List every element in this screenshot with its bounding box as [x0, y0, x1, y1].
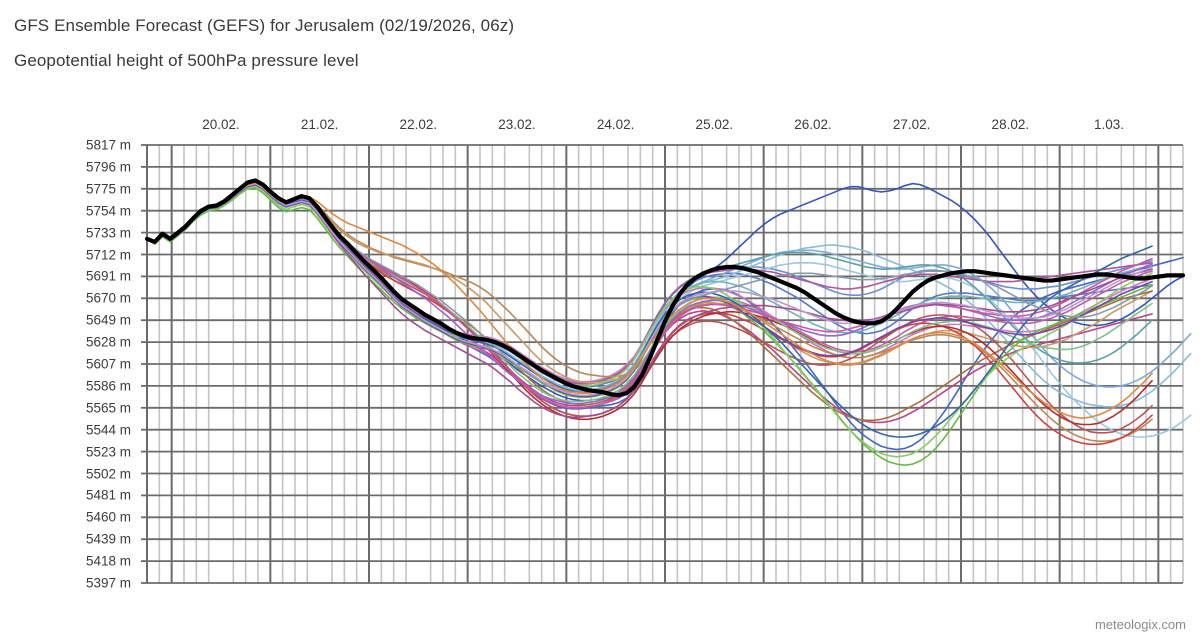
y-axis-tick-label: 5670 m	[85, 290, 131, 306]
x-axis-tick-label: 26.02.	[794, 117, 832, 132]
y-axis-tick-label: 5544 m	[85, 422, 131, 438]
y-axis-tick-label: 5481 m	[85, 487, 131, 503]
y-axis-tick-label: 5502 m	[85, 466, 131, 481]
y-axis-tick-label: 5607 m	[85, 356, 131, 372]
y-axis-tick-label: 5649 m	[85, 312, 131, 328]
x-axis-tick-label: 1.03.	[1093, 117, 1125, 132]
ensemble-member-line	[146, 181, 1153, 420]
x-axis-tick-label: 20.02.	[202, 117, 240, 132]
y-axis-tick-label: 5565 m	[85, 400, 131, 416]
x-axis-tick-label: 25.02.	[695, 117, 734, 132]
y-axis-tick-label: 5397 m	[85, 575, 131, 591]
y-axis-tick-label: 5460 m	[85, 509, 131, 525]
y-axis-tick-label: 5523 m	[85, 444, 131, 460]
ensemble-member-line	[146, 182, 1153, 397]
ensemble-member-line	[146, 185, 1153, 458]
ensemble-member-line	[146, 181, 1153, 434]
watermark-label: meteologix.com	[1094, 617, 1186, 632]
y-axis-tick-label: 5586 m	[85, 378, 131, 394]
page-title: GFS Ensemble Forecast (GEFS) for Jerusal…	[14, 16, 515, 35]
x-axis-tick-label: 27.02.	[892, 117, 931, 132]
x-axis-tick-label: 23.02.	[498, 117, 536, 132]
y-axis-tick-label: 5796 m	[85, 159, 131, 175]
y-axis-tick-label: 5691 m	[85, 268, 131, 284]
y-axis-tick-label: 5628 m	[85, 334, 131, 350]
y-axis-tick-label: 5775 m	[85, 181, 131, 197]
operational-run-line	[144, 178, 1186, 398]
title-block: GFS Ensemble Forecast (GEFS) for Jerusal…	[14, 14, 514, 73]
ensemble-member-line	[146, 181, 1153, 418]
y-axis-tick-label: 5712 m	[85, 247, 131, 262]
x-axis-tick-label: 22.02.	[399, 117, 438, 132]
ensemble-member-line	[146, 182, 1153, 426]
y-axis-tick-label: 5418 m	[85, 553, 131, 569]
x-axis-tick-label: 21.02.	[300, 117, 339, 132]
y-axis-tick-label: 5733 m	[85, 225, 131, 241]
y-axis-tick-label: 5817 m	[85, 137, 131, 153]
ensemble-series-group	[144, 178, 1192, 466]
x-axis-tick-label: 28.02.	[991, 117, 1030, 132]
page-subtitle: Geopotential height of 500hPa pressure l…	[14, 51, 359, 70]
ensemble-member-line	[146, 186, 1153, 466]
y-axis-tick-label: 5439 m	[85, 531, 131, 547]
y-axis-tick-label: 5754 m	[85, 203, 131, 219]
x-axis-tick-label: 24.02.	[596, 117, 635, 132]
